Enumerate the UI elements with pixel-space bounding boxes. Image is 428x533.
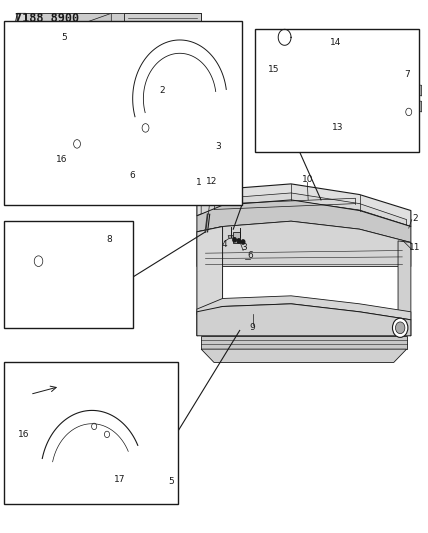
Polygon shape [21,13,111,56]
Circle shape [233,238,236,242]
Text: 7: 7 [404,70,410,79]
Circle shape [237,239,241,243]
Text: 1: 1 [196,179,202,187]
Bar [4,21,242,205]
Polygon shape [396,83,422,96]
Text: 6: 6 [130,172,136,180]
Polygon shape [228,236,233,238]
Polygon shape [197,227,223,336]
Text: 5: 5 [168,477,174,486]
Polygon shape [39,384,154,450]
Text: 8: 8 [106,236,112,244]
Polygon shape [60,109,171,152]
Polygon shape [197,200,411,243]
Polygon shape [268,67,396,109]
Circle shape [395,322,405,334]
Text: 5: 5 [61,33,67,42]
Polygon shape [17,13,43,88]
Polygon shape [396,99,422,112]
Polygon shape [26,13,201,24]
Text: 16: 16 [56,156,68,164]
Circle shape [392,318,408,337]
Polygon shape [197,296,411,320]
Circle shape [34,256,43,266]
Text: 13: 13 [333,124,344,132]
Polygon shape [197,304,411,336]
Bar [4,362,178,504]
Circle shape [241,240,245,244]
Text: 15: 15 [268,65,279,74]
Polygon shape [13,13,17,88]
Text: 12: 12 [206,177,217,185]
Polygon shape [197,221,411,266]
Text: 2: 2 [412,214,418,223]
Text: 11: 11 [410,244,421,252]
Polygon shape [201,193,407,225]
Text: 6: 6 [247,252,253,260]
Polygon shape [21,240,94,288]
Polygon shape [26,373,163,466]
Polygon shape [21,277,34,309]
Text: 3: 3 [215,142,221,151]
Text: 7188 8900: 7188 8900 [15,12,79,25]
Text: 10: 10 [303,175,314,184]
Text: 2: 2 [160,86,166,95]
Polygon shape [289,51,396,67]
Text: 14: 14 [330,38,342,47]
Bar [4,221,133,328]
Text: 16: 16 [18,430,29,439]
Bar [255,29,419,152]
Polygon shape [398,241,411,336]
Polygon shape [233,232,240,243]
Text: 4: 4 [221,240,227,248]
Polygon shape [124,13,201,51]
Text: 17: 17 [114,475,125,484]
Text: 3: 3 [241,244,247,252]
Polygon shape [201,349,407,362]
Text: 9: 9 [250,324,256,332]
Polygon shape [197,184,411,227]
Polygon shape [201,336,407,349]
Polygon shape [43,72,60,109]
